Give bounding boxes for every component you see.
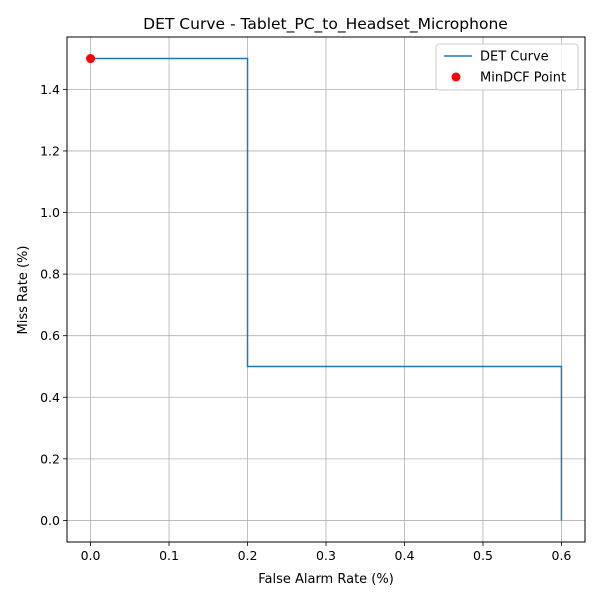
axis-ticks: 0.0 0.1 0.2 0.3 0.4 0.5 0.6 0.0 0.2 0.4 0.6 0.8 1.0 1…	[40, 82, 571, 563]
legend-label-det-curve: DET Curve	[480, 50, 549, 65]
x-axis-label: False Alarm Rate (%)	[258, 572, 394, 587]
y-tick-label: 0.8	[40, 267, 60, 282]
x-tick-label: 0.3	[316, 548, 336, 563]
y-tick-label: 0.4	[40, 390, 60, 405]
x-tick-label: 0.5	[473, 548, 493, 563]
x-tick-label: 0.0	[81, 548, 101, 563]
y-axis-label: Miss Rate (%)	[16, 246, 31, 335]
y-tick-label: 0.6	[40, 328, 60, 343]
x-tick-label: 0.4	[395, 548, 415, 563]
mindcf-point-marker	[86, 54, 96, 64]
y-tick-label: 0.2	[40, 451, 60, 466]
y-tick-label: 1.2	[40, 143, 60, 158]
legend: DET Curve MinDCF Point	[435, 43, 579, 91]
legend-dot-swatch	[451, 72, 461, 82]
grid	[67, 37, 585, 542]
x-tick-label: 0.6	[552, 548, 572, 563]
y-tick-label: 1.4	[40, 82, 60, 97]
legend-label-mindcf-point: MinDCF Point	[480, 71, 566, 86]
chart-title: DET Curve - Tablet_PC_to_Headset_Microph…	[143, 15, 508, 34]
y-tick-label: 1.0	[40, 205, 60, 220]
y-tick-label: 0.0	[40, 513, 60, 528]
plot-series	[86, 54, 563, 521]
x-tick-label: 0.2	[238, 548, 258, 563]
det-curve-line	[90, 57, 563, 521]
x-tick-label: 0.1	[159, 548, 179, 563]
